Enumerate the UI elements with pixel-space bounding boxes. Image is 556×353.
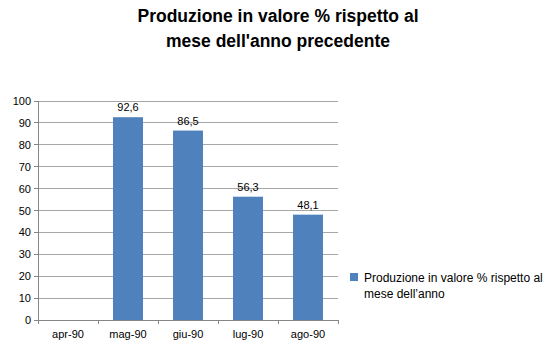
text-line: mese dell'anno precedente bbox=[166, 31, 390, 51]
x-tick-label: mag-90 bbox=[109, 328, 146, 340]
x-tick-label: lug-90 bbox=[233, 328, 264, 340]
y-tick-label: 90 bbox=[19, 117, 31, 129]
x-tick bbox=[278, 320, 279, 324]
x-tick-label: giu-90 bbox=[173, 328, 204, 340]
y-tick bbox=[34, 166, 38, 167]
data-label: 86,5 bbox=[177, 115, 198, 127]
y-tick-label: 40 bbox=[19, 226, 31, 238]
x-tick bbox=[38, 320, 39, 324]
y-tick bbox=[34, 276, 38, 277]
x-tick bbox=[98, 320, 99, 324]
y-tick bbox=[34, 232, 38, 233]
y-tick bbox=[34, 188, 38, 189]
bars bbox=[113, 117, 323, 320]
y-tick-label: 70 bbox=[19, 161, 31, 173]
y-tick bbox=[34, 210, 38, 211]
y-tick-label: 80 bbox=[19, 139, 31, 151]
x-tick bbox=[158, 320, 159, 324]
y-tick bbox=[34, 101, 38, 102]
y-tick-label: 50 bbox=[19, 205, 31, 217]
bar bbox=[293, 215, 323, 320]
bar bbox=[173, 131, 203, 320]
chart: Produzione in valore % rispetto al mese d… bbox=[0, 0, 556, 353]
y-axis bbox=[38, 101, 39, 320]
y-tick-label: 10 bbox=[19, 292, 31, 304]
x-tick-label: ago-90 bbox=[291, 328, 325, 340]
title: Produzione in valore % rispetto al mese d… bbox=[137, 6, 418, 51]
y-tick bbox=[34, 122, 38, 123]
y-tick-label: 100 bbox=[13, 95, 31, 107]
y-tick bbox=[34, 144, 38, 145]
bar bbox=[113, 117, 143, 320]
text-line: Produzione in valore % rispetto al bbox=[137, 6, 418, 26]
legend-swatch bbox=[350, 273, 358, 281]
data-label: 48,1 bbox=[297, 199, 318, 211]
bar bbox=[233, 197, 263, 320]
data-label: 92,6 bbox=[117, 101, 138, 113]
data-label: 56,3 bbox=[237, 181, 258, 193]
text-line: Produzione in valore % rispetto al bbox=[364, 271, 543, 285]
y-tick-label: 60 bbox=[19, 183, 31, 195]
y-tick-label: 30 bbox=[19, 248, 31, 260]
x-tick bbox=[218, 320, 219, 324]
text-line: mese dell’anno bbox=[364, 287, 445, 301]
y-tick bbox=[34, 298, 38, 299]
y-tick-label: 20 bbox=[19, 270, 31, 282]
y-tick bbox=[34, 254, 38, 255]
x-tick bbox=[338, 320, 339, 324]
x-tick-label: apr-90 bbox=[52, 328, 84, 340]
y-tick bbox=[34, 320, 38, 321]
legend-label: Produzione in valore % rispetto al mese d… bbox=[364, 271, 543, 301]
grid-line bbox=[38, 101, 338, 102]
y-tick-label: 0 bbox=[25, 314, 31, 326]
